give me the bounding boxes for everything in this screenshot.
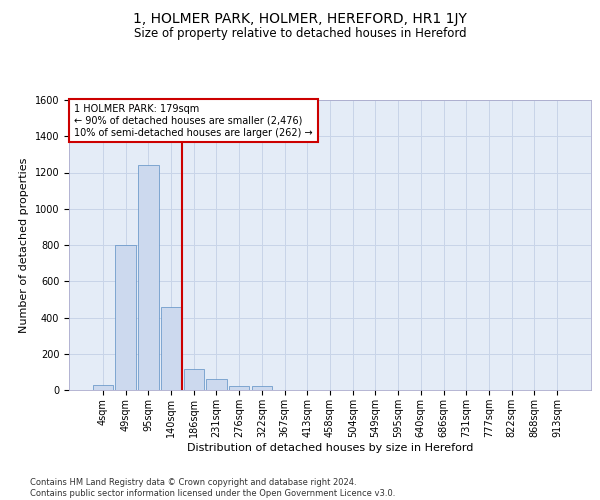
Text: Size of property relative to detached houses in Hereford: Size of property relative to detached ho… — [134, 28, 466, 40]
Text: Contains HM Land Registry data © Crown copyright and database right 2024.
Contai: Contains HM Land Registry data © Crown c… — [30, 478, 395, 498]
Bar — [93, 386, 113, 390]
Bar — [138, 165, 158, 390]
Text: 1 HOLMER PARK: 179sqm
← 90% of detached houses are smaller (2,476)
10% of semi-d: 1 HOLMER PARK: 179sqm ← 90% of detached … — [74, 104, 313, 138]
Bar — [161, 306, 181, 390]
Bar — [206, 379, 227, 390]
Text: 1, HOLMER PARK, HOLMER, HEREFORD, HR1 1JY: 1, HOLMER PARK, HOLMER, HEREFORD, HR1 1J… — [133, 12, 467, 26]
X-axis label: Distribution of detached houses by size in Hereford: Distribution of detached houses by size … — [187, 442, 473, 452]
Y-axis label: Number of detached properties: Number of detached properties — [19, 158, 29, 332]
Bar — [229, 386, 250, 390]
Bar — [115, 245, 136, 390]
Bar — [184, 369, 204, 390]
Bar — [251, 386, 272, 390]
